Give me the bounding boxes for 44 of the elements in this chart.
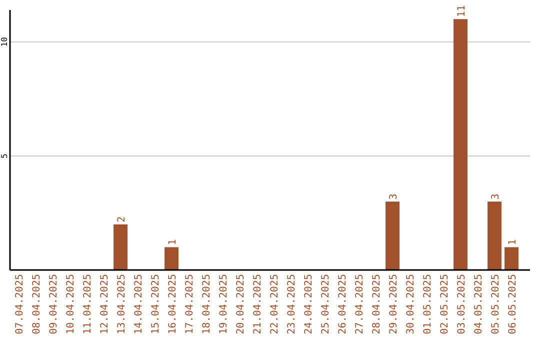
x-tick-label: 02.05.2025 (440, 274, 450, 334)
x-tick-label: 28.04.2025 (372, 274, 382, 334)
x-tick-label: 06.05.2025 (508, 274, 518, 334)
x-tick-label: 07.04.2025 (14, 274, 26, 334)
x-tick-label: 05.05.2025 (490, 274, 502, 334)
x-tick-label: 08.04.2025 (32, 274, 42, 334)
x-tick-label: 14.04.2025 (134, 274, 144, 334)
x-tick-label: 17.04.2025 (184, 274, 196, 334)
bar (386, 202, 400, 270)
data-label: 11 (456, 5, 468, 18)
bar (488, 202, 502, 270)
bar (114, 224, 128, 270)
x-tick-label: 03.05.2025 (456, 274, 468, 334)
bar (454, 19, 468, 270)
x-tick-label: 25.04.2025 (320, 274, 332, 334)
x-tick-label: 27.04.2025 (354, 274, 366, 334)
data-label: 3 (490, 194, 502, 200)
x-tick-label: 01.05.2025 (422, 274, 434, 334)
data-label: 2 (116, 216, 128, 222)
x-tick-label: 10.04.2025 (66, 274, 76, 334)
x-tick-label: 24.04.2025 (304, 274, 314, 334)
x-tick-label: 16.04.2025 (168, 274, 178, 334)
x-tick-label: 04.05.2025 (474, 274, 484, 334)
y-tick-label: 10 (0, 36, 9, 47)
x-tick-label: 09.04.2025 (48, 274, 60, 334)
x-tick-label: 29.04.2025 (388, 274, 400, 334)
x-tick-label: 13.04.2025 (116, 274, 128, 334)
bar (504, 247, 518, 270)
x-tick-label: 23.04.2025 (286, 274, 298, 334)
x-tick-label: 20.04.2025 (236, 274, 246, 334)
x-tick-label: 15.04.2025 (150, 274, 162, 334)
bar (164, 247, 178, 270)
x-tick-label: 30.04.2025 (406, 274, 416, 334)
x-tick-label: 12.04.2025 (100, 274, 110, 334)
x-tick-label: 18.04.2025 (202, 274, 212, 334)
data-label: 1 (168, 239, 178, 246)
x-tick-label: 21.04.2025 (252, 274, 264, 334)
data-label: 3 (388, 194, 400, 200)
x-tick-label: 19.04.2025 (218, 274, 230, 334)
x-tick-label: 22.04.2025 (270, 274, 280, 334)
y-tick-label: 5 (0, 153, 9, 158)
x-tick-label: 11.04.2025 (82, 274, 94, 334)
x-tick-label: 26.04.2025 (338, 274, 348, 334)
data-label: 1 (508, 239, 518, 246)
